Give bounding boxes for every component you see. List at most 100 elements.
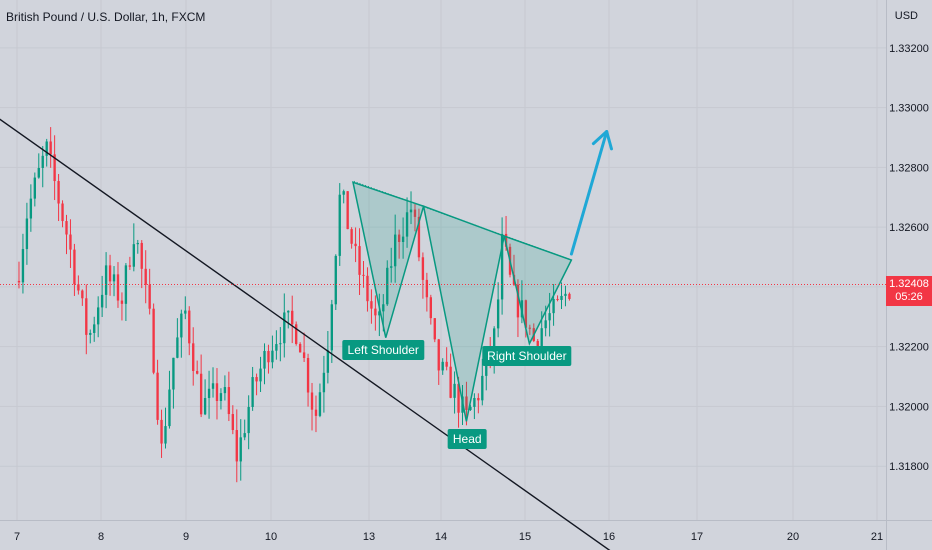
candle-body-74 (310, 392, 314, 410)
candle-body-46 (199, 373, 203, 415)
candle-body-121 (496, 299, 500, 329)
x-tick-label-5: 14 (435, 531, 447, 543)
candle-body-110 (453, 383, 456, 398)
candle-body-31 (140, 242, 143, 269)
last-price-value: 1.32408 (889, 277, 929, 290)
candle-body-136 (556, 298, 559, 300)
candle-body-113 (465, 396, 468, 410)
candle-body-52 (223, 387, 227, 394)
x-tick-label-2: 9 (183, 531, 189, 543)
candle-body-94 (390, 266, 393, 268)
candle-body-22 (104, 265, 108, 295)
candle-body-98 (405, 212, 409, 237)
candle-body-26 (120, 300, 124, 304)
x-tick-label-4: 13 (363, 531, 375, 543)
candle-body-20 (97, 307, 100, 325)
candle-body-11 (61, 203, 64, 222)
candle-body-108 (445, 361, 448, 367)
candle-body-65 (275, 344, 278, 351)
candle-body-55 (235, 430, 238, 462)
candle-body-71 (298, 343, 302, 353)
candle-body-106 (437, 339, 440, 371)
candles (17, 127, 571, 483)
candle-body-73 (306, 357, 310, 393)
candle-body-104 (429, 297, 432, 319)
candle-body-68 (287, 310, 290, 313)
candle-body-53 (227, 387, 231, 415)
candle-body-2 (25, 218, 29, 250)
candle-body-12 (65, 221, 68, 235)
candle-body-40 (176, 337, 179, 358)
candle-body-16 (81, 290, 84, 299)
candle-body-114 (469, 406, 472, 410)
x-tick-label-7: 16 (603, 531, 615, 543)
left-shoulder-label[interactable]: Left Shoulder (342, 339, 424, 360)
candle-body-18 (89, 332, 92, 335)
candle-body-93 (386, 267, 389, 305)
candle-body-101 (417, 216, 421, 258)
candle-body-61 (259, 368, 262, 382)
candle-body-126 (516, 284, 520, 318)
candle-body-30 (136, 242, 139, 245)
candle-body-123 (504, 233, 508, 247)
candle-body-28 (128, 265, 132, 267)
candle-body-47 (203, 398, 207, 415)
y-tick-label-7: 1.31800 (889, 461, 929, 473)
candle-body-60 (255, 377, 258, 382)
candle-body-137 (560, 295, 563, 300)
candle-body-81 (338, 194, 341, 256)
y-tick-label-6: 1.32000 (889, 401, 929, 413)
y-tick-label-0: 1.33200 (889, 43, 929, 55)
candle-body-102 (421, 257, 425, 280)
candle-body-128 (524, 300, 528, 328)
candle-body-51 (219, 393, 223, 401)
candle-body-41 (180, 313, 183, 338)
candle-body-44 (192, 343, 195, 371)
x-tick-label-0: 7 (14, 531, 20, 543)
candle-body-80 (334, 255, 337, 305)
candle-body-13 (69, 234, 72, 250)
candle-body-132 (540, 328, 543, 348)
candle-body-115 (473, 397, 476, 407)
candle-body-36 (160, 419, 163, 444)
candle-body-82 (342, 191, 345, 195)
head-label[interactable]: Head (447, 429, 487, 450)
candle-body-91 (378, 311, 381, 316)
candle-body-72 (302, 352, 306, 358)
candle-body-33 (148, 284, 151, 309)
candle-body-84 (350, 229, 353, 244)
candle-body-85 (354, 243, 357, 247)
candle-body-45 (196, 370, 199, 374)
candle-body-139 (568, 293, 571, 299)
x-tick-label-10: 21 (871, 531, 883, 543)
candle-body-105 (433, 318, 436, 340)
candle-body-58 (247, 406, 250, 434)
candle-body-69 (291, 310, 294, 325)
candle-body-78 (326, 350, 330, 373)
candle-body-15 (77, 284, 80, 291)
candle-body-87 (362, 274, 365, 276)
y-tick-label-1: 1.33000 (889, 103, 929, 115)
candle-body-50 (215, 383, 219, 401)
candle-body-70 (295, 324, 298, 344)
x-tick-label-3: 10 (265, 531, 277, 543)
candle-body-66 (279, 343, 282, 345)
candle-body-63 (267, 350, 270, 363)
chart-title: British Pound / U.S. Dollar, 1h, FXCM (6, 10, 206, 24)
x-tick-label-6: 15 (519, 531, 531, 543)
candle-body-75 (314, 409, 318, 416)
candle-body-96 (397, 234, 401, 242)
neckline (353, 180, 572, 261)
candle-body-116 (477, 397, 480, 401)
candle-body-86 (358, 246, 361, 275)
candle-body-9 (53, 154, 56, 182)
y-tick-label-5: 1.32200 (889, 342, 929, 354)
candle-body-97 (401, 236, 405, 242)
candle-body-43 (188, 310, 191, 344)
right-shoulder-label[interactable]: Right Shoulder (482, 345, 572, 366)
candle-body-57 (243, 433, 246, 438)
candle-body-133 (544, 320, 547, 329)
candle-body-54 (231, 414, 234, 431)
